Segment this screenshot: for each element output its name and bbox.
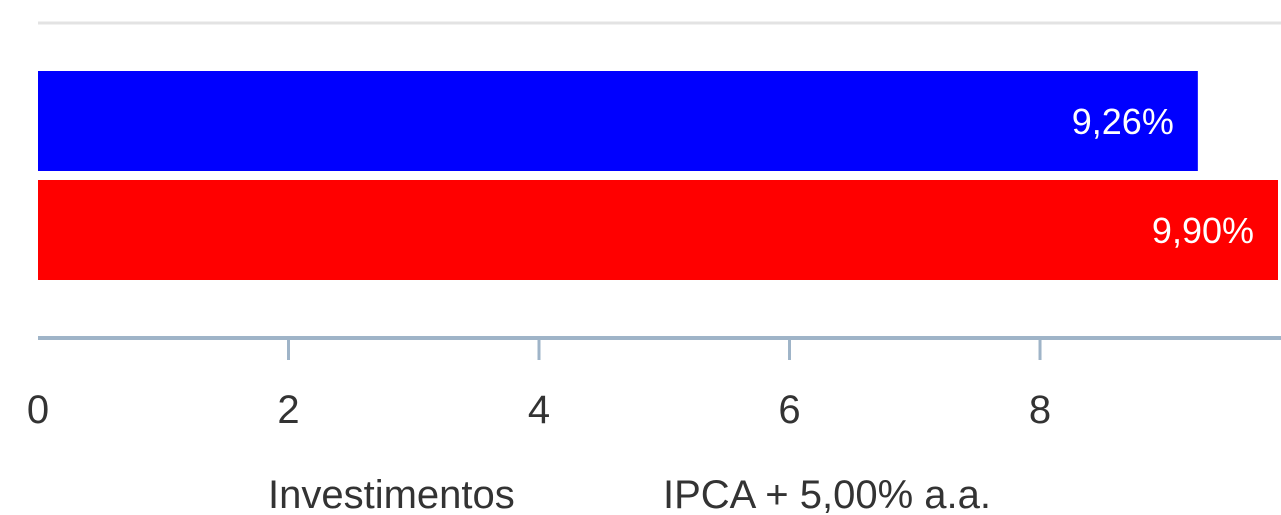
bar-series-0 [38,71,1198,171]
x-tick-label-0: 0 [27,388,49,432]
bar-value-label-0: 9,26% [1072,101,1174,142]
x-tick-label-3: 6 [778,388,800,432]
legend-item-0: Investimentos [268,473,515,515]
bars-group: 9,26% 9,90% [38,71,1278,280]
x-tick-label-1: 2 [277,388,299,432]
x-axis-ticks: 0 2 4 6 8 [27,338,1051,432]
x-tick-label-2: 4 [528,388,550,432]
legend-item-1: IPCA + 5,00% a.a. [663,473,991,515]
bar-series-1 [38,180,1278,280]
x-tick-label-4: 8 [1029,388,1051,432]
bar-value-label-1: 9,90% [1152,210,1254,251]
legend: Investimentos IPCA + 5,00% a.a. [268,473,991,515]
